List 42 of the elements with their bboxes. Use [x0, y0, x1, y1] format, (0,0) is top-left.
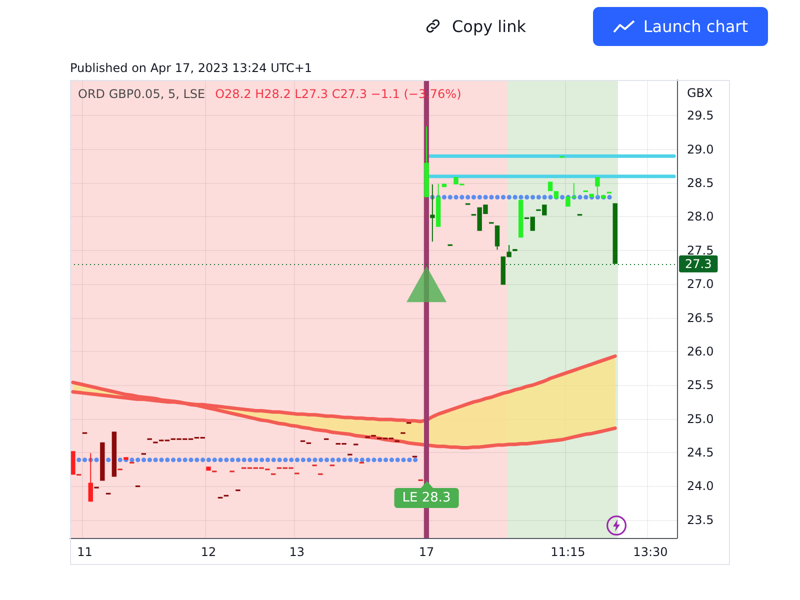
x-tick-label: 11:15 — [550, 545, 586, 559]
candlestick — [124, 457, 128, 460]
y-tick-label: 26.0 — [687, 344, 714, 358]
candlestick — [554, 191, 559, 199]
text: ORD GBP0.05, 5, LSE — [78, 87, 206, 101]
candlestick — [600, 195, 606, 199]
ref-line-label: 27.3 — [685, 256, 712, 271]
x-tick-label: 11 — [77, 545, 92, 559]
candlestick — [112, 432, 117, 477]
y-tick-label: 28.0 — [687, 210, 714, 224]
text: Copy link — [452, 16, 526, 36]
candlestick — [206, 466, 211, 471]
annotation: LE 28.3 — [402, 490, 451, 506]
x-tick-label: 13 — [289, 545, 305, 559]
candlestick — [548, 182, 553, 192]
y-tick-label: 27.0 — [687, 277, 714, 292]
candlestick — [518, 200, 524, 238]
y-tick-label: 26.5 — [687, 310, 714, 325]
y-tick-label: 25.0 — [687, 412, 714, 426]
text: Published on Apr 17, 2023 13:24 UTC+1 — [70, 61, 312, 75]
y-tick-label: 24.5 — [687, 445, 714, 460]
candlestick — [612, 203, 618, 264]
candlestick — [442, 184, 447, 188]
candlestick — [494, 224, 500, 250]
y-tick-label: 25.5 — [687, 378, 714, 392]
candlestick — [430, 184, 435, 242]
y-tick-label: 29.0 — [687, 142, 714, 156]
candlestick — [589, 194, 594, 198]
candlestick — [595, 176, 600, 198]
y-axis-title: GBX — [687, 86, 713, 100]
y-tick-label: 29.5 — [687, 108, 714, 123]
x-tick-label: 17 — [418, 545, 434, 559]
y-tick-label: 28.5 — [687, 176, 714, 190]
launch-button: Launch chart — [593, 7, 768, 46]
candlestick — [70, 451, 76, 475]
x-tick-label: 13:30 — [633, 545, 668, 559]
y-tick-label: 27.5 — [687, 243, 714, 258]
y-tick-label: 24.0 — [687, 479, 714, 494]
candlestick — [100, 442, 105, 481]
x-tick-label: 12 — [200, 545, 216, 559]
y-tick-label: 23.5 — [687, 512, 714, 527]
candlestick — [88, 452, 93, 502]
